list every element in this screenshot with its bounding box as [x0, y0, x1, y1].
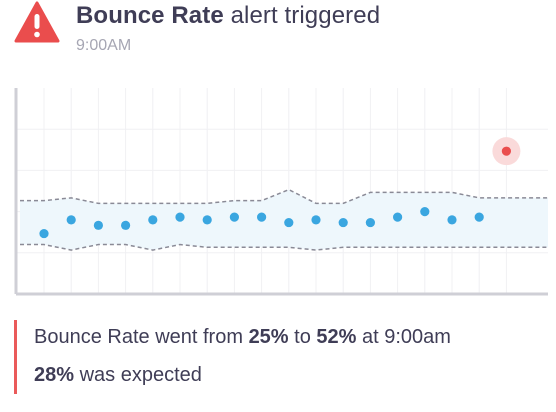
summary-prefix: Bounce Rate went from [34, 326, 249, 348]
summary-to-value: 52% [316, 326, 357, 348]
anomaly-point [501, 146, 511, 156]
data-point [393, 212, 403, 222]
alert-summary: Bounce Rate went from 25% to 52% at 9:00… [14, 318, 544, 398]
summary-expected-value: 28% [34, 364, 75, 386]
data-point [284, 217, 294, 228]
data-point [39, 228, 49, 239]
expected-range-band [20, 189, 548, 251]
data-point [474, 212, 484, 222]
data-point [121, 220, 131, 230]
data-point [66, 215, 76, 225]
data-point [420, 207, 430, 217]
chart-svg [14, 88, 548, 296]
data-point [311, 215, 321, 225]
data-point [175, 212, 185, 222]
data-point [148, 215, 158, 225]
summary-accent-bar [14, 320, 17, 394]
alert-timestamp: 9:00AM [76, 37, 132, 54]
data-point [257, 212, 267, 222]
data-point [447, 215, 457, 225]
summary-time-suffix: at 9:00am [356, 326, 451, 348]
summary-expected-suffix: was expected [74, 364, 202, 386]
summary-line-expected: 28% was expected [34, 364, 202, 387]
bounce-rate-chart [8, 84, 556, 300]
summary-from-value: 25% [248, 326, 289, 348]
data-point [229, 212, 239, 222]
warning-triangle-icon [14, 1, 60, 43]
data-point [365, 217, 375, 228]
data-point [93, 220, 103, 230]
data-point [338, 217, 348, 228]
data-point [202, 215, 212, 225]
expected-range-lower [20, 243, 548, 251]
summary-line-change: Bounce Rate went from 25% to 52% at 9:00… [34, 326, 451, 349]
alert-title-suffix: alert triggered [223, 2, 381, 29]
alert-header: Bounce Rate alert triggered 9:00AM [14, 0, 544, 70]
alert-metric-name: Bounce Rate [76, 2, 224, 29]
summary-to-word: to [288, 326, 317, 348]
expected-range-upper [20, 188, 548, 205]
alert-title: Bounce Rate alert triggered [76, 2, 380, 30]
